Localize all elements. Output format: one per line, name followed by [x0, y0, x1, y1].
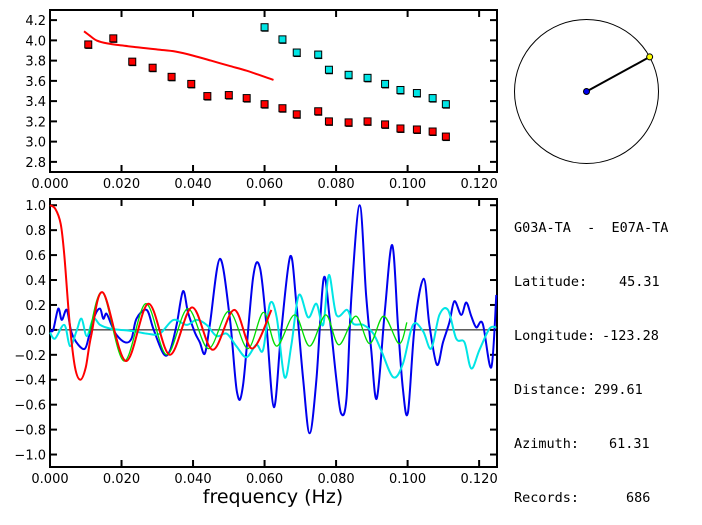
y-tick-label: 1.0: [25, 199, 46, 214]
center-station-marker: [583, 88, 590, 95]
y-tick-label: 0.8: [25, 224, 46, 239]
y-tick-label: −0.2: [14, 349, 46, 364]
y-tick-label: 3.0: [25, 136, 46, 151]
cyan-data-point: [292, 48, 301, 57]
cyan-data-point: [324, 65, 333, 74]
red-data-point: [278, 104, 287, 113]
red-series: [49, 204, 273, 381]
x-tick-label: 0.080: [317, 472, 354, 487]
y-tick-label: −0.4: [14, 374, 46, 389]
records-label: Records:: [514, 490, 580, 506]
red-data-point: [292, 110, 301, 119]
latitude-row: Latitude: 45.31: [514, 273, 668, 291]
x-tick-label: 0.120: [461, 177, 498, 192]
y-tick-label: 4.2: [25, 14, 46, 29]
azimuth-row: Azimuth: 61.31: [514, 435, 668, 453]
y-tick-label: 3.4: [25, 95, 46, 110]
x-tick-label: 0.040: [174, 177, 211, 192]
cyan-data-point: [396, 85, 405, 94]
cyan-data-point: [314, 50, 323, 59]
cyan-data-point: [441, 100, 450, 109]
x-tick-label: 0.060: [246, 177, 283, 192]
y-tick-label: 4.0: [25, 34, 46, 49]
red-data-point: [428, 127, 437, 136]
blue-series: [49, 204, 498, 435]
records-value: 686: [626, 490, 651, 506]
azimuth-value: 61.31: [609, 436, 650, 452]
remote-station-marker: [646, 53, 654, 61]
x-tick-label: 0.100: [389, 177, 426, 192]
cyan-data-point: [363, 73, 372, 82]
cyan-data-point: [344, 70, 353, 79]
cyan-data-point: [428, 94, 437, 103]
y-tick-label: −1.0: [14, 449, 46, 464]
y-tick-label: 2.8: [25, 156, 46, 171]
x-tick-label: 0.100: [389, 472, 426, 487]
x-tick-label: 0.020: [103, 472, 140, 487]
y-tick-label: −0.6: [14, 399, 46, 414]
x-axis-label: frequency (Hz): [203, 486, 343, 508]
red-data-point: [203, 92, 212, 101]
red-data-point: [224, 91, 233, 100]
y-tick-label: 0.6: [25, 249, 46, 264]
cyan-data-point: [381, 79, 390, 88]
red-data-point: [344, 118, 353, 127]
longitude-row: Longitude: -123.28: [514, 327, 668, 345]
red-data-point: [167, 72, 176, 81]
x-tick-label: 0.000: [31, 472, 68, 487]
azimuth-label: Azimuth:: [514, 436, 580, 452]
red-data-point: [109, 34, 118, 43]
y-tick-label: 3.2: [25, 115, 46, 130]
x-tick-label: 0.020: [103, 177, 140, 192]
x-tick-label: 0.060: [246, 472, 283, 487]
longitude-value: -123.28: [602, 328, 659, 344]
cyan-data-point: [412, 89, 421, 98]
red-data-point: [148, 63, 157, 72]
azimuth-map: [514, 19, 659, 164]
plot-frame: [49, 9, 498, 173]
longitude-label: Longitude:: [514, 328, 596, 344]
red-data-point: [412, 125, 421, 134]
red-data-point: [128, 57, 137, 66]
red-data-point: [324, 117, 333, 126]
cyan-series: [49, 273, 497, 379]
correlation-plot: 0.000 0.020 0.040 0.060 0.080 0.100 0.120 −1.0 −…: [14, 198, 498, 487]
red-data-point: [260, 100, 269, 109]
cyan-data-point: [260, 23, 269, 32]
red-data-point: [314, 107, 323, 116]
records-row: Records: 686: [514, 489, 668, 507]
dispersion-curve: [83, 30, 274, 81]
map-circle: [514, 19, 659, 164]
info-panel: G03A-TA - E07A-TA Latitude: 45.31 Longitu…: [514, 183, 668, 525]
red-data-point: [363, 117, 372, 126]
x-tick-label: 0.000: [31, 177, 68, 192]
distance-label: Distance:: [514, 382, 588, 398]
y-tick-label: 3.6: [25, 75, 46, 90]
latitude-value: 45.31: [619, 274, 660, 290]
red-data-point: [396, 124, 405, 133]
azimuth-line: [586, 56, 651, 93]
red-data-point: [381, 120, 390, 129]
x-tick-label: 0.040: [174, 472, 211, 487]
red-data-point: [187, 79, 196, 88]
red-data-point: [441, 132, 450, 141]
red-data-point: [242, 94, 251, 103]
distance-value: 299.61: [594, 382, 643, 398]
distance-row: Distance: 299.61: [514, 381, 668, 399]
y-tick-label: 0.4: [25, 274, 46, 289]
x-tick-label: 0.080: [317, 177, 354, 192]
cyan-data-point: [278, 35, 287, 44]
latitude-label: Latitude:: [514, 274, 588, 290]
y-tick-label: 0.0: [25, 324, 46, 339]
x-tick-label: 0.120: [461, 472, 498, 487]
station-pair: G03A-TA - E07A-TA: [514, 220, 669, 236]
red-data-point: [84, 40, 93, 49]
phase-velocity-plot: 0.000 0.020 0.040 0.060 0.080 0.100 0.120 2.8 3.…: [25, 9, 498, 192]
y-tick-label: 0.2: [25, 299, 46, 314]
y-tick-label: 3.8: [25, 55, 46, 70]
y-tick-label: −0.8: [14, 424, 46, 439]
